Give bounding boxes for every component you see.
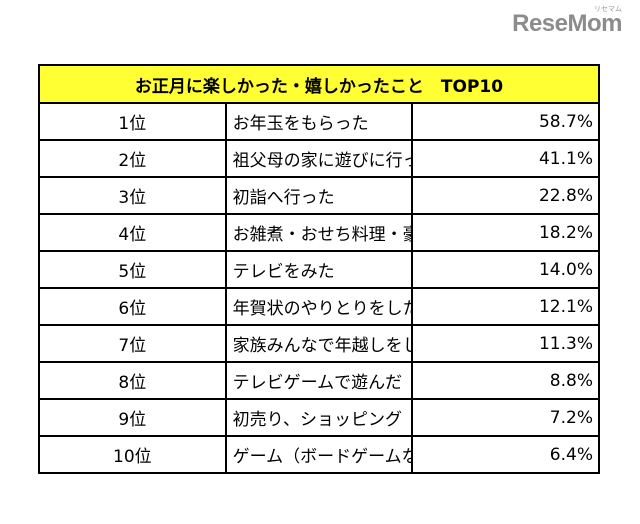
chart-title: お正月に楽しかった・嬉しかったこと TOP10 <box>38 64 600 104</box>
item-label: ゲーム（ボードゲームなど）で遊んだ <box>224 435 414 474</box>
table-row: 1位 お年玉をもらった 58.7% <box>38 102 600 141</box>
rank-label: 8位 <box>38 361 227 400</box>
percentage-value: 18.2% <box>411 213 600 252</box>
percentage-value: 12.1% <box>411 287 600 326</box>
percentage-value: 6.4% <box>411 435 600 474</box>
rank-label: 1位 <box>38 102 227 141</box>
table-row: 2位祖父母の家に遊びに行った41.1% <box>38 139 600 178</box>
table-row: 3位 初詣へ行った 22.8% <box>38 176 600 215</box>
table-row: 8位 テレビゲームで遊んだ 8.8% <box>38 361 600 400</box>
rank-label: 5位 <box>38 250 227 289</box>
resemom-logo: ReseMom <box>512 10 622 37</box>
percentage-value: 7.2% <box>411 398 600 437</box>
ranking-table: お正月に楽しかった・嬉しかったこと TOP10 1位 お年玉をもらった 58.7% 2… <box>38 64 600 474</box>
rank-label: 7位 <box>38 324 227 363</box>
item-label: テレビゲームで遊んだ <box>224 361 414 400</box>
rank-label: 2位 <box>38 139 227 178</box>
item-label: 家族みんなで年越しをした <box>224 324 414 363</box>
rank-label: 4位 <box>38 213 227 252</box>
table-row: 7位家族みんなで年越しをした11.3% <box>38 324 600 363</box>
percentage-value: 11.3% <box>411 324 600 363</box>
percentage-value: 58.7% <box>411 102 600 141</box>
item-label: テレビをみた <box>224 250 414 289</box>
item-label: 初詣へ行った <box>224 176 414 215</box>
percentage-value: 14.0% <box>411 250 600 289</box>
item-label: 年賀状のやりとりをした <box>224 287 414 326</box>
rank-label: 10位 <box>38 435 227 474</box>
table-row: 6位 年賀状のやりとりをした 12.1% <box>38 287 600 326</box>
rank-label: 6位 <box>38 287 227 326</box>
item-label: 祖父母の家に遊びに行った <box>224 139 414 178</box>
item-label: 初売り、ショッピング（福袋の購入除く）へ行った <box>224 398 414 437</box>
table-title-row: お正月に楽しかった・嬉しかったこと TOP10 <box>38 64 600 104</box>
item-label: お年玉をもらった <box>224 102 414 141</box>
item-label: お雑煮・おせち料理・豪華な料理を食べた <box>224 213 414 252</box>
rank-label: 9位 <box>38 398 227 437</box>
table-row: 5位 テレビをみた 14.0% <box>38 250 600 289</box>
percentage-value: 41.1% <box>411 139 600 178</box>
percentage-value: 8.8% <box>411 361 600 400</box>
rank-label: 3位 <box>38 176 227 215</box>
percentage-value: 22.8% <box>411 176 600 215</box>
logo-subtext: リセマム <box>594 5 622 13</box>
